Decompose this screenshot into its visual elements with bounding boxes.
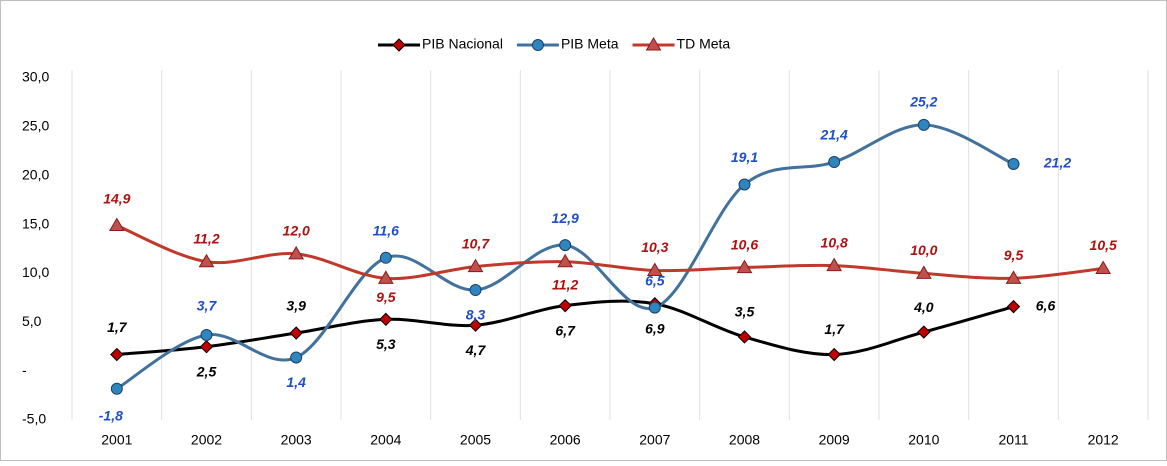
- y-tick-label: -: [22, 362, 27, 378]
- marker-circle: [648, 301, 661, 314]
- y-tick-label: 5,0: [22, 313, 42, 329]
- data-label: 11,2: [193, 230, 219, 246]
- data-label: 10,8: [821, 234, 848, 250]
- series-line: [116, 224, 1104, 281]
- marker-circle: [290, 351, 303, 364]
- data-label: 12,0: [283, 223, 310, 239]
- legend-item: PIB Meta: [516, 36, 619, 52]
- x-tick-label: 2003: [281, 432, 312, 448]
- data-label: 2,5: [196, 363, 217, 379]
- data-label: 4,7: [465, 342, 487, 358]
- marker-triangle: [1005, 270, 1022, 284]
- marker-diamond: [558, 298, 572, 313]
- marker-diamond: [1006, 299, 1021, 314]
- marker-diamond: [827, 347, 841, 362]
- marker-circle: [531, 39, 544, 51]
- marker-triangle: [826, 257, 843, 272]
- data-label: 9,5: [376, 289, 396, 305]
- marker-circle: [828, 156, 841, 169]
- x-tick-label: 2008: [729, 432, 760, 448]
- marker-circle: [200, 328, 213, 341]
- marker-circle: [469, 284, 482, 297]
- data-label: 21,4: [820, 127, 848, 143]
- data-label: 19,1: [731, 149, 758, 165]
- marker-diamond: [379, 312, 393, 327]
- data-label: 25,2: [909, 94, 937, 110]
- data-label: 1,4: [286, 374, 306, 390]
- marker-triangle: [645, 37, 662, 51]
- data-label: 11,2: [552, 276, 578, 292]
- data-label: 10,7: [462, 235, 490, 251]
- marker-triangle: [108, 217, 125, 232]
- x-tick-label: 2012: [1088, 432, 1119, 448]
- legend-item: PIB Nacional: [378, 36, 503, 52]
- marker-triangle: [467, 258, 484, 273]
- marker-diamond: [110, 347, 124, 362]
- y-tick-label: -5,0: [22, 411, 46, 427]
- marker-triangle: [646, 262, 663, 276]
- data-label: 10,0: [910, 242, 937, 258]
- marker-triangle: [915, 265, 932, 279]
- legend-label: TD Meta: [677, 36, 731, 52]
- marker-diamond: [199, 340, 214, 354]
- legend-label: PIB Nacional: [422, 36, 503, 52]
- x-tick-label: 2002: [191, 432, 222, 448]
- data-label: 6,7: [555, 322, 576, 338]
- marker-circle: [379, 251, 392, 264]
- data-label: 3,7: [197, 298, 218, 314]
- data-label: -1,8: [99, 407, 123, 423]
- marker-diamond: [917, 325, 931, 339]
- marker-triangle: [198, 253, 215, 268]
- legend-item: TD Meta: [632, 36, 731, 52]
- data-label: 10,3: [641, 239, 668, 255]
- x-tick-label: 2011: [998, 432, 1028, 448]
- legend-label: PIB Meta: [561, 36, 619, 52]
- y-tick-label: 10,0: [22, 264, 49, 280]
- data-label: 3,9: [286, 298, 306, 314]
- marker-triangle: [288, 245, 305, 260]
- marker-diamond: [737, 330, 752, 344]
- data-label: 3,5: [735, 304, 755, 320]
- y-tick-label: 30,0: [22, 69, 49, 85]
- data-label: 10,5: [1090, 237, 1117, 253]
- x-tick-label: 2001: [101, 432, 132, 448]
- data-label: 6,5: [645, 272, 665, 288]
- marker-triangle: [1095, 260, 1112, 275]
- data-label: 1,7: [824, 321, 845, 337]
- x-tick-label: 2007: [639, 432, 670, 448]
- x-tick-label: 2009: [819, 432, 850, 448]
- marker-triangle: [377, 270, 394, 284]
- data-label: 11,6: [373, 222, 399, 238]
- data-label: 14,9: [103, 190, 130, 206]
- marker-diamond: [468, 318, 483, 332]
- x-tick-label: 2010: [908, 432, 939, 448]
- y-tick-label: 15,0: [22, 215, 49, 231]
- marker-circle: [917, 118, 930, 131]
- data-label: 6,6: [1036, 297, 1056, 313]
- marker-circle: [559, 239, 572, 252]
- data-label: 8,3: [466, 307, 486, 323]
- x-tick-label: 2004: [370, 432, 401, 448]
- marker-diamond: [392, 38, 406, 52]
- data-label: 9,5: [1004, 247, 1024, 263]
- marker-circle: [738, 178, 751, 191]
- data-label: 6,9: [645, 320, 665, 336]
- marker-circle: [1007, 157, 1020, 170]
- marker-triangle: [557, 253, 574, 268]
- data-label: 21,2: [1043, 155, 1071, 171]
- y-tick-label: 25,0: [22, 118, 49, 134]
- marker-diamond: [289, 326, 303, 340]
- data-label: 5,3: [376, 336, 396, 352]
- data-label: 4,0: [913, 299, 934, 315]
- data-label: 10,6: [731, 236, 758, 252]
- data-label: 12,9: [552, 210, 579, 226]
- x-tick-label: 2005: [460, 432, 491, 448]
- marker-circle: [110, 382, 123, 395]
- marker-triangle: [736, 259, 753, 274]
- y-tick-label: 20,0: [22, 166, 49, 182]
- data-label: 1,7: [107, 319, 128, 335]
- x-tick-label: 2006: [550, 432, 581, 448]
